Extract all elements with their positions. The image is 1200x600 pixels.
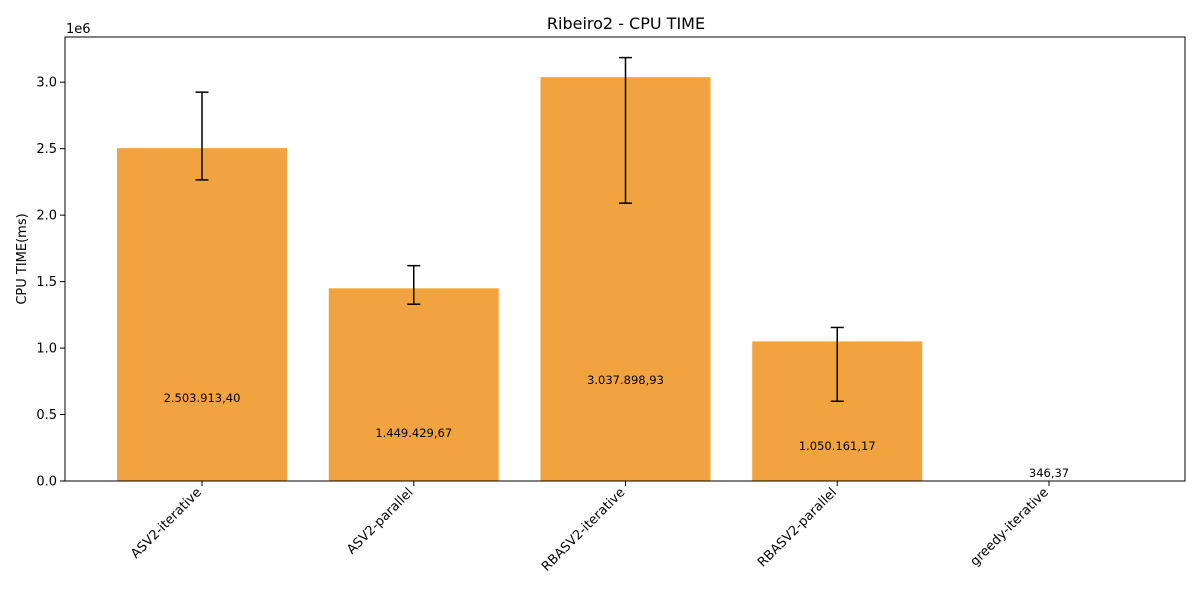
y-tick-label: 2.5 <box>36 142 57 157</box>
x-tick-label: greedy-iterative <box>968 485 1052 569</box>
error-bar-3 <box>619 56 632 204</box>
bar-value-label: 3.037.898,93 <box>587 373 664 387</box>
y-axis-label: CPU TIME(ms) <box>15 213 30 304</box>
y-tick-label: 2.0 <box>36 209 57 224</box>
bar-value-label: 1.449.429,67 <box>375 426 452 440</box>
y-tick-label: 0.0 <box>36 475 57 490</box>
y-tick-label: 1.5 <box>36 275 57 290</box>
x-tick-label: RBASV2-parallel <box>755 485 840 570</box>
bar-1 <box>117 148 287 481</box>
y-axis: 0.0 0.5 1.0 1.5 2.0 2.5 3.0 <box>36 76 65 490</box>
error-bar-2 <box>407 264 421 305</box>
y-tick-label: 0.5 <box>36 408 57 423</box>
error-bar-1 <box>195 91 209 181</box>
bar-value-label: 2.503.913,40 <box>164 391 241 405</box>
error-bar-4 <box>830 326 844 402</box>
y-tick-label: 3.0 <box>36 76 57 91</box>
bar-labels-layer: 2.503.913,40 1.449.429,67 3.037.898,93 1.05… <box>164 373 1070 480</box>
x-tick-label: ASV2-parallel <box>344 485 416 557</box>
x-axis: ASV2-iterative ASV2-parallel RBASV2-iterat… <box>128 481 1052 575</box>
bar-value-label: 346,37 <box>1029 466 1069 480</box>
y-axis-offset-label: 1e6 <box>66 22 91 37</box>
chart-title: Ribeiro2 - CPU TIME <box>547 14 705 33</box>
bar-2 <box>328 288 499 481</box>
x-tick-label: RBASV2-iterative <box>539 485 628 574</box>
y-tick-label: 1.0 <box>36 342 57 357</box>
x-tick-label: ASV2-iterative <box>128 485 205 562</box>
bar-value-label: 1.050.161,17 <box>799 439 876 453</box>
plot-frame <box>64 36 1186 482</box>
errorbars-layer <box>195 56 844 402</box>
